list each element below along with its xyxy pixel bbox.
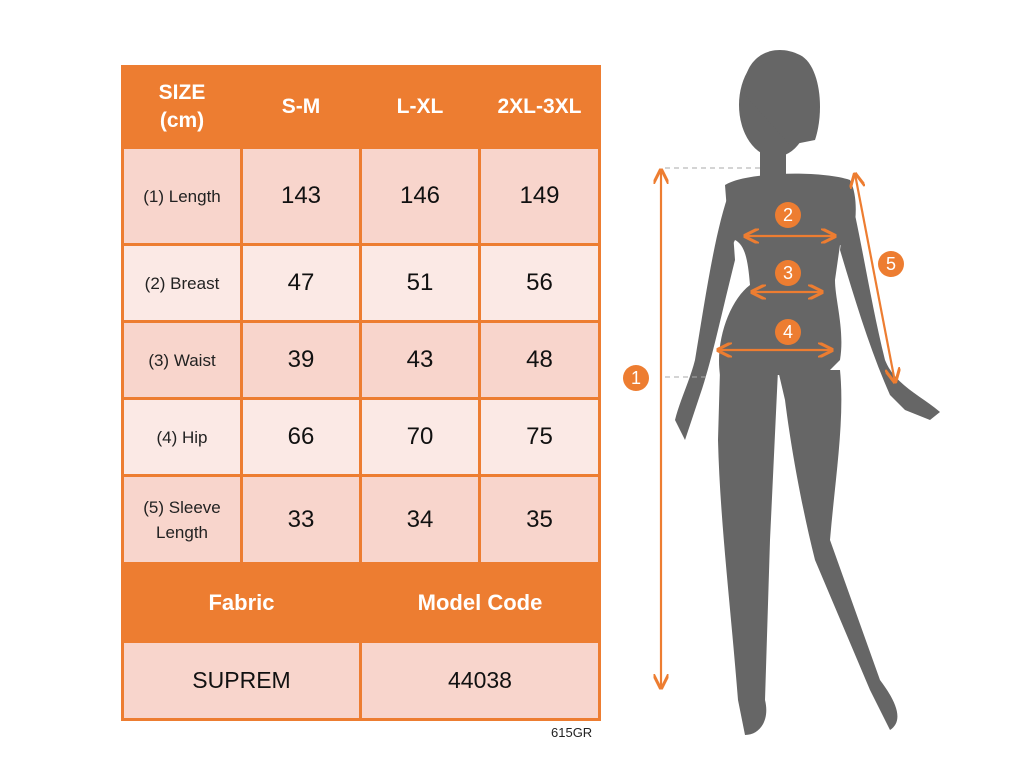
size-chart-table: SIZE (cm) S-M L-XL 2XL-3XL (1) Length 143… [121,65,601,721]
cell-value: 48 [478,320,601,400]
marker-5-icon: 5 [878,251,904,277]
cell-value: 47 [240,243,362,323]
marker-2-label: 2 [783,205,793,225]
header-l-xl: L-XL [359,65,481,149]
fabric-header: Fabric [121,562,362,643]
table-row: (4) Hip 66 70 75 [121,397,601,477]
marker-4-label: 4 [783,322,793,342]
cell-value: 35 [478,474,601,565]
cell-value: 33 [240,474,362,565]
table-row: (5) Sleeve Length 33 34 35 [121,474,601,565]
row-label-line1: (5) Sleeve [143,497,221,517]
sleeve-arrow [855,174,895,382]
table-row: (1) Length 143 146 149 [121,146,601,246]
guide-lines [665,167,760,378]
marker-3-label: 3 [783,263,793,283]
cell-value: 143 [240,146,362,246]
marker-1-icon: 1 [623,365,649,391]
table-row: (3) Waist 39 43 48 [121,320,601,400]
measurement-lines [661,170,895,688]
table-row: (2) Breast 47 51 56 [121,243,601,323]
row-label: (3) Waist [121,320,243,400]
marker-5-label: 5 [886,254,896,274]
cell-value: 146 [359,146,481,246]
row-label: (2) Breast [121,243,243,323]
model-code-value: 44038 [359,640,601,721]
header-s-m: S-M [240,65,362,149]
cell-value: 51 [359,243,481,323]
marker-1-label: 1 [631,368,641,388]
cell-value: 70 [359,397,481,477]
cell-value: 39 [240,320,362,400]
silhouette-icon [675,49,940,735]
row-label: (4) Hip [121,397,243,477]
marker-4-icon: 4 [775,319,801,345]
marker-3-icon: 3 [775,260,801,286]
cell-value: 149 [478,146,601,246]
cell-value: 43 [359,320,481,400]
product-code: 615GR [551,725,593,740]
row-label: (1) Length [121,146,243,246]
marker-2-icon: 2 [775,202,801,228]
cell-value: 34 [359,474,481,565]
header-size-line2: (cm) [159,109,205,132]
footer-value-row: SUPREM 44038 [121,640,601,721]
header-size: SIZE (cm) [121,65,243,149]
footer-header-row: Fabric Model Code [121,562,601,643]
cell-value: 66 [240,397,362,477]
fabric-value: SUPREM [121,640,362,721]
header-size-line1: SIZE [158,81,206,104]
row-label-line2: Length [156,522,208,542]
body-measurement-figure: 1 2 3 4 5 [623,49,940,735]
cell-value: 56 [478,243,601,323]
cell-value: 75 [478,397,601,477]
header-row: SIZE (cm) S-M L-XL 2XL-3XL [121,65,601,149]
model-code-header: Model Code [359,562,601,643]
row-label: (5) Sleeve Length [121,474,243,565]
header-2xl-3xl: 2XL-3XL [478,65,601,149]
